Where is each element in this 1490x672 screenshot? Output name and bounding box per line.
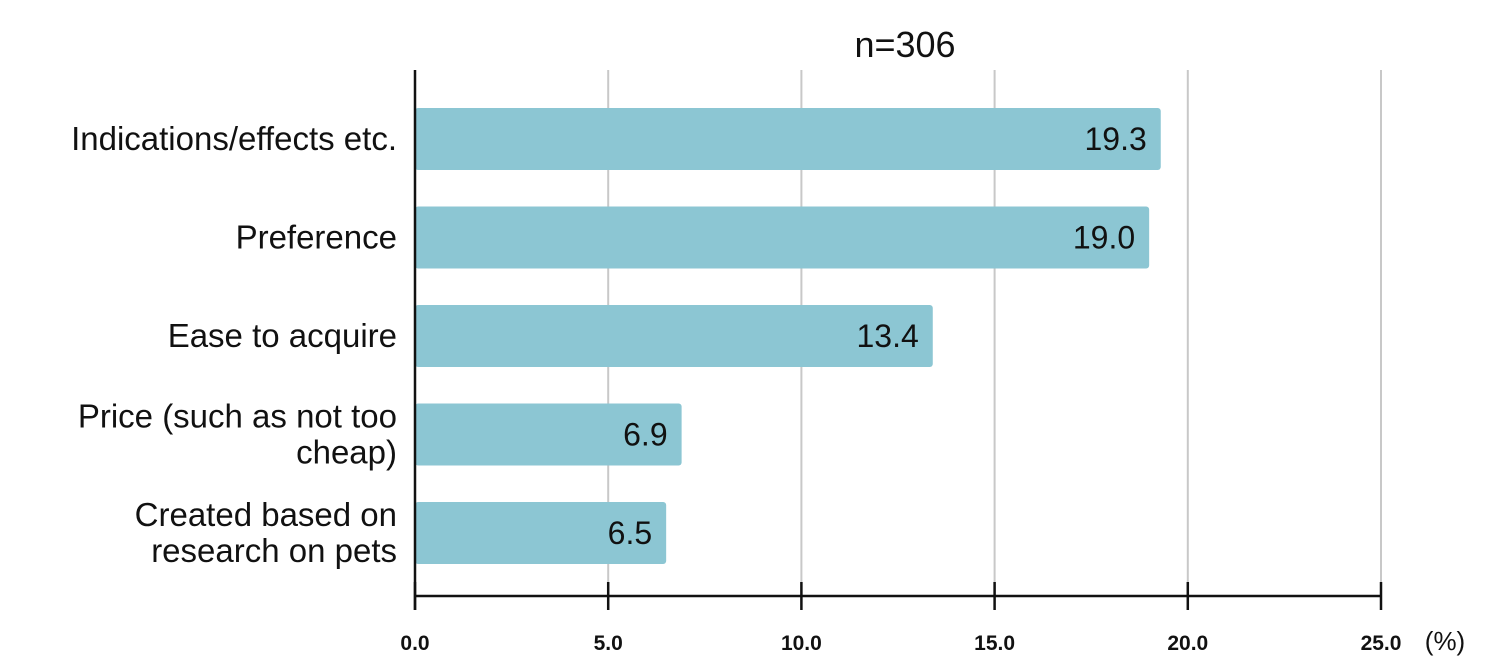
category-label: Created based on research on pets [135,496,397,569]
bar [415,108,1161,170]
category-label-line: Preference [236,219,397,256]
category-label: Ease to acquire [168,317,397,354]
bars: 19.3 19.0 13.4 6.9 6.5 [415,108,1161,564]
x-axis-unit: (%) [1425,626,1465,656]
axes: Indications/effects etc. Preference Ease t… [71,70,1401,655]
x-tick-label: 25.0 [1361,632,1402,655]
data-label: 6.5 [608,515,652,551]
bar [415,206,1150,269]
category-label-line: Price (such as not too [78,398,397,435]
x-tick-label: 10.0 [781,632,822,655]
x-tick-label: 20.0 [1167,632,1208,655]
bar [415,403,682,466]
category-label: Indications/effects etc. [71,120,397,157]
x-tick-label: 15.0 [974,632,1015,655]
category-label-line: Created based on [135,496,397,533]
data-label: 19.3 [1084,121,1146,157]
category-label-line: Indications/effects etc. [71,120,397,157]
chart-title: n=306 [854,24,955,65]
x-tick-label: 0.0 [400,632,429,655]
category-label-line: research on pets [151,532,397,569]
data-label: 13.4 [856,318,918,354]
bar [415,502,667,564]
data-label: 19.0 [1073,220,1135,256]
category-label-line: cheap) [296,434,397,471]
category-label: Preference [236,219,397,256]
category-label: Price (such as not too cheap) [78,398,397,471]
category-label-line: Ease to acquire [168,317,397,354]
bar [415,305,933,367]
data-label: 6.9 [623,417,667,453]
x-tick-label: 5.0 [594,632,623,655]
